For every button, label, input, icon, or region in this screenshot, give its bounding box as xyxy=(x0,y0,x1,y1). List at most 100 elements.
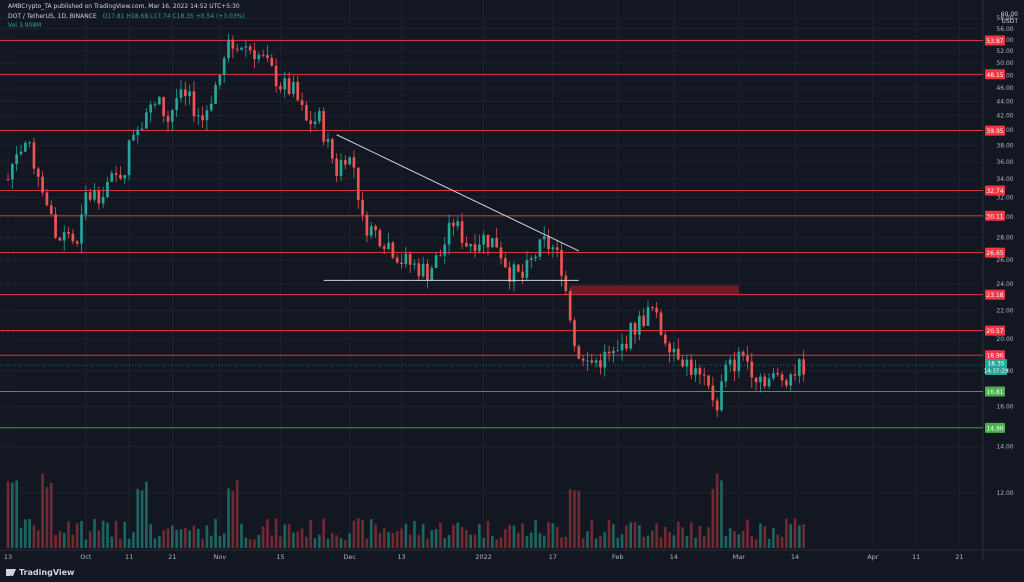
volume-bar xyxy=(798,525,801,548)
time-tick-label: Dec xyxy=(343,553,356,561)
price-tick-label: 44.00 xyxy=(996,98,1013,105)
volume-bar xyxy=(114,520,118,548)
candle-body xyxy=(387,242,390,249)
volume-bar xyxy=(573,490,576,548)
volume-bar xyxy=(439,522,442,548)
candle-body xyxy=(663,334,667,344)
time-tick-label: 21 xyxy=(955,553,963,561)
volume-bar xyxy=(512,525,516,548)
resistance-label-bg xyxy=(985,247,1005,258)
candle-body xyxy=(343,160,347,165)
symbol-title[interactable]: DOT / TetherUS, 1D, BINANCE xyxy=(8,13,97,20)
volume-bar xyxy=(240,523,243,548)
volume-bar xyxy=(322,518,326,548)
candle-body xyxy=(525,260,529,278)
candle-body xyxy=(244,46,248,48)
time-axis[interactable]: 13 Oct 11 21 Nov 15 Dec 13 2022 17 Feb 14 Mar 14 Apr 11… xyxy=(4,553,964,561)
volume-bar xyxy=(231,490,235,548)
candle-body xyxy=(465,242,468,247)
volume-bar xyxy=(313,538,317,548)
volume-bar xyxy=(521,523,524,548)
volume-bar xyxy=(482,537,486,548)
candle-body xyxy=(434,255,438,269)
candle-body xyxy=(798,359,801,376)
candle-body xyxy=(352,157,356,168)
candle-body xyxy=(754,377,758,383)
volume-bar xyxy=(300,528,304,548)
candle-body xyxy=(15,154,18,164)
candle-body xyxy=(542,236,546,240)
candle-body xyxy=(374,226,377,231)
candle-body xyxy=(495,238,498,248)
volume-bar xyxy=(780,536,784,548)
candles xyxy=(6,33,806,418)
price-tick-label: 32.00 xyxy=(996,194,1013,201)
tradingview-logo-icon xyxy=(6,569,16,576)
candle-body xyxy=(313,121,317,125)
candle-body xyxy=(80,214,83,244)
candle-body xyxy=(404,253,408,265)
volume-bar xyxy=(659,537,663,548)
candle-body xyxy=(201,115,204,121)
volume-bar xyxy=(577,490,581,548)
support-label: 14.90 xyxy=(986,425,1003,432)
resistance-label-bg xyxy=(985,125,1005,136)
resistance-label: 48.15 xyxy=(986,72,1003,79)
volume-bar xyxy=(478,524,481,548)
candle-body xyxy=(162,96,166,117)
candle-body xyxy=(421,263,425,277)
tradingview-brand[interactable]: TradingView xyxy=(6,568,74,577)
candle-body xyxy=(67,232,70,234)
price-tick-label: 40.00 xyxy=(996,127,1013,134)
candle-body xyxy=(512,264,516,282)
candle-body xyxy=(45,192,49,206)
volume-bar xyxy=(192,525,196,548)
volume-bar xyxy=(417,535,421,548)
volume-bar xyxy=(266,519,269,548)
candle-body xyxy=(158,96,161,105)
volume-bar xyxy=(253,539,256,548)
candle-body xyxy=(763,376,767,387)
volume-bar xyxy=(123,521,127,548)
candle-body xyxy=(257,54,261,60)
candle-body xyxy=(58,237,62,241)
price-axis[interactable]: 12.0014.0016.0018.0020.0022.0024.0026.00… xyxy=(996,15,1013,497)
volume-bar xyxy=(668,532,671,548)
volume-bar xyxy=(698,525,702,548)
candle-body xyxy=(720,381,723,411)
volume-bar xyxy=(793,518,797,548)
volume-bar xyxy=(348,533,351,548)
candle-body xyxy=(166,116,170,122)
resistance-label-bg xyxy=(985,69,1005,80)
volume-bar xyxy=(581,538,585,548)
price-tick-label: 26.00 xyxy=(996,257,1013,264)
candle-body xyxy=(305,105,308,121)
candle-body xyxy=(179,89,183,99)
time-tick-label: 15 xyxy=(276,553,284,561)
supply-zone xyxy=(570,285,739,295)
resistance-label: 53.87 xyxy=(986,38,1003,45)
volume-bar xyxy=(84,539,88,548)
volume-bar xyxy=(650,530,654,548)
volume-bar xyxy=(547,522,550,548)
price-tick-label: 54.00 xyxy=(996,37,1013,44)
resistance-label: 18.96 xyxy=(986,353,1003,360)
candle-body xyxy=(140,128,144,130)
candle-body xyxy=(456,221,460,227)
volume-bar xyxy=(694,537,697,548)
volume-bar xyxy=(443,538,447,548)
volume-bar xyxy=(772,528,775,548)
candle-body xyxy=(6,179,10,181)
candle-body xyxy=(209,103,213,111)
volume-bar xyxy=(759,523,762,548)
volume-bar xyxy=(356,518,360,548)
price-tick-label: 24.00 xyxy=(996,281,1013,288)
volume-bar xyxy=(339,537,343,548)
volume-bar xyxy=(763,526,767,548)
volume-bar xyxy=(170,525,174,548)
volume-bar xyxy=(382,528,386,548)
candle-body xyxy=(447,222,451,245)
candle-body xyxy=(84,192,88,215)
candle-body xyxy=(365,214,369,236)
